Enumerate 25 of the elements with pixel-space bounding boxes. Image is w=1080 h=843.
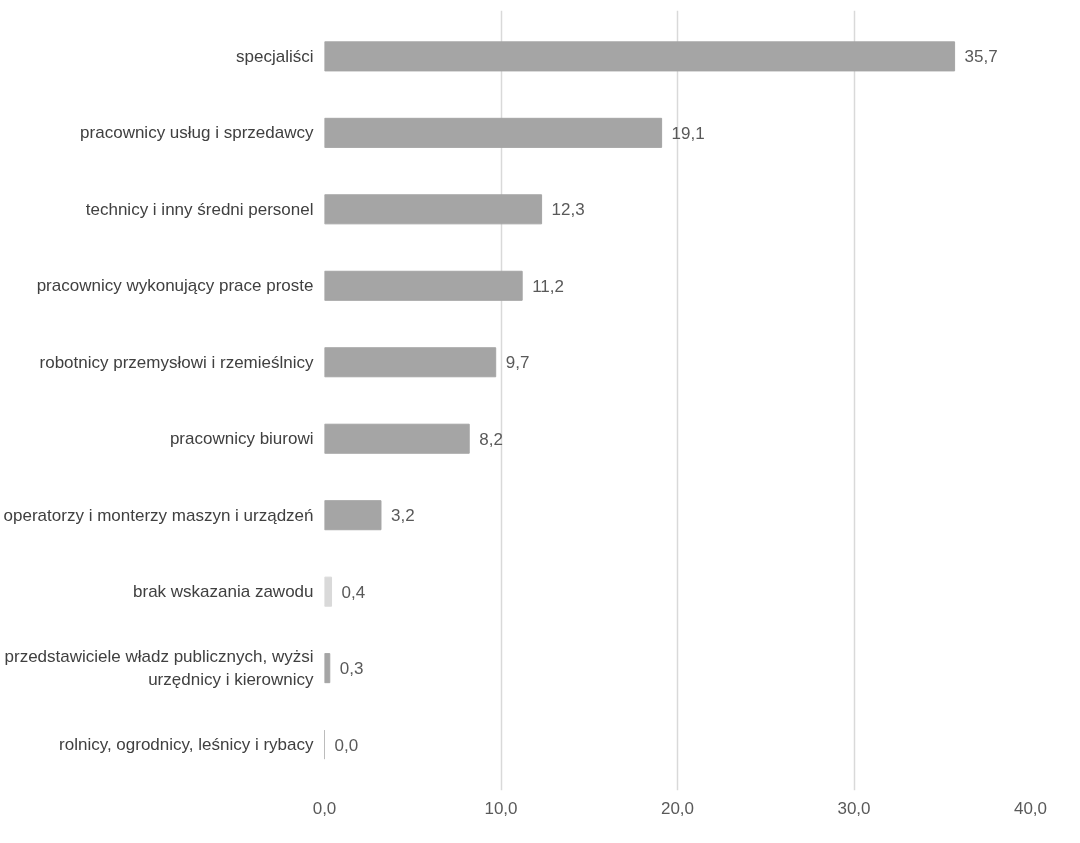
y-tick-label: robotnicy przemysłowi i rzemieślnicy [39, 352, 314, 372]
x-tick-label: 10,0 [484, 798, 518, 818]
data-label: 11,2 [532, 276, 565, 296]
x-tick-label: 0,0 [312, 798, 337, 818]
y-tick-label: brak wskazania zawodu [133, 582, 314, 602]
data-label: 3,2 [390, 506, 415, 526]
y-tick-label: rolnicy, ogrodnicy, leśnicy i rybacy [59, 735, 314, 755]
y-tick-label: przedstawiciele władz publicznych, wyżsi urzędnicy i kierownicy [4, 647, 314, 690]
data-label: 8,2 [479, 429, 503, 449]
y-tick-label: technicy i inny średni personel [85, 199, 314, 219]
data-label: 0,0 [334, 735, 359, 755]
data-label: 35,7 [964, 47, 998, 67]
y-tick-label: operatorzy i monterzy maszyn i urządzeń [3, 505, 314, 525]
data-label: 0,3 [339, 659, 364, 679]
data-label: 0,4 [341, 582, 366, 602]
data-label: 12,3 [551, 200, 585, 220]
x-tick-label: 20,0 [660, 798, 695, 818]
y-tick-label: pracownicy biurowi [169, 429, 314, 449]
y-tick-label: specjaliści [236, 46, 314, 66]
y-tick-label: pracownicy wykonujący prace proste [36, 276, 314, 296]
x-tick-label: 30,0 [837, 798, 871, 818]
data-label: 9,7 [505, 353, 530, 373]
x-tick-label: 40,0 [1013, 798, 1048, 818]
data-label: 19,1 [671, 123, 705, 143]
y-tick-label: pracownicy usług i sprzedawcy [80, 123, 314, 143]
